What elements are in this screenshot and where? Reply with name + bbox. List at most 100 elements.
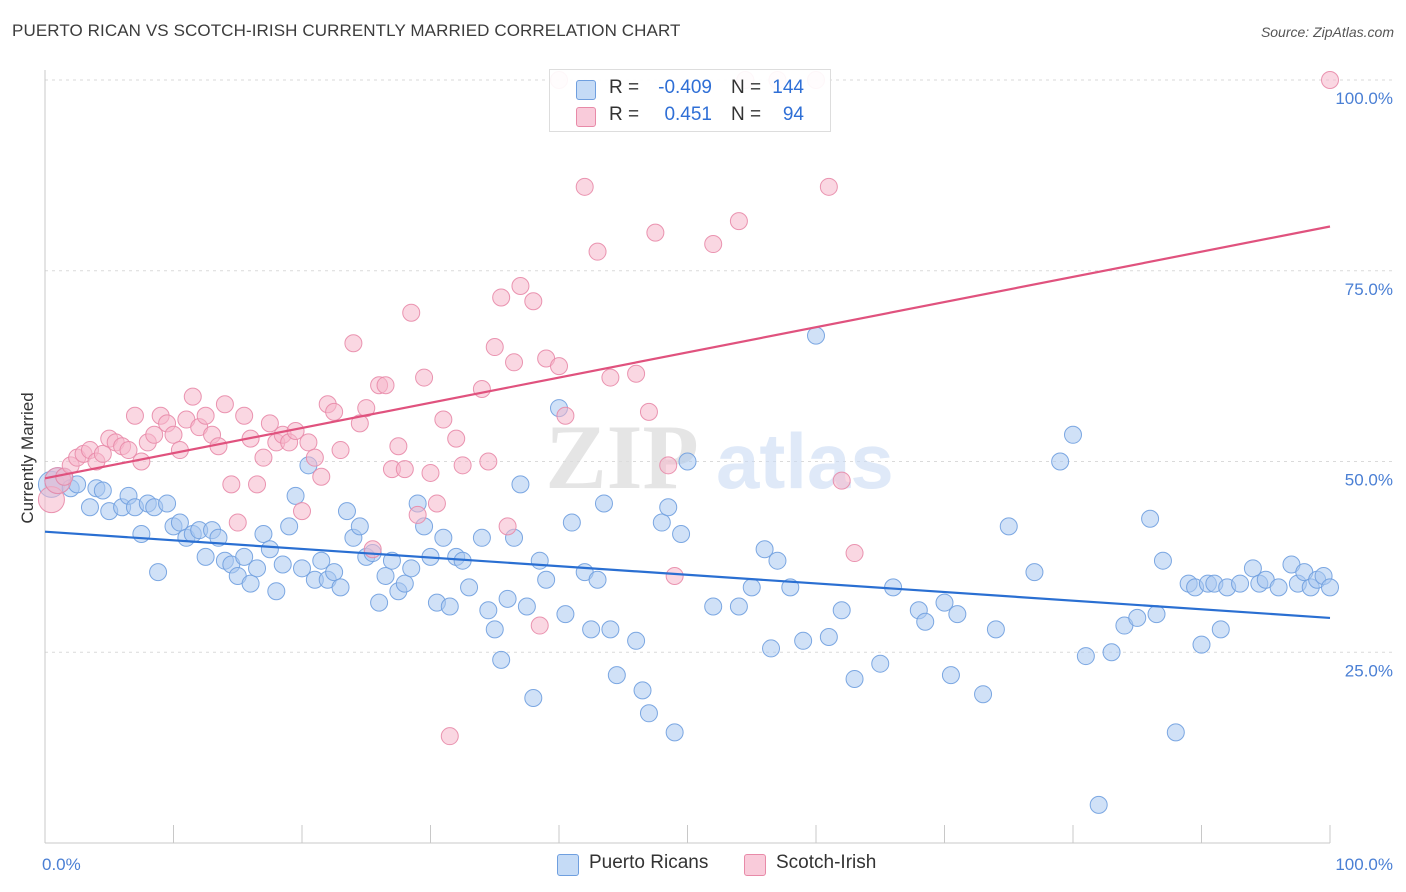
source-note: Source: ZipAtlas.com xyxy=(1260,24,1394,40)
legend-r-value: -0.409 xyxy=(658,77,712,98)
data-point-scotch-irish xyxy=(421,463,440,482)
data-point-scotch-irish xyxy=(183,387,202,406)
trend-line-puerto-ricans xyxy=(44,530,1331,620)
data-point-puerto-rican xyxy=(511,475,530,494)
data-point-scotch-irish xyxy=(415,368,434,387)
data-point-puerto-rican xyxy=(1025,563,1044,582)
data-point-scotch-irish xyxy=(492,288,511,307)
data-point-puerto-rican xyxy=(273,555,292,574)
data-point-scotch-irish xyxy=(293,502,311,521)
legend-label: Scotch-Irish xyxy=(776,852,877,873)
data-point-puerto-rican xyxy=(479,601,498,620)
legend-swatch-pink xyxy=(576,107,596,127)
data-point-puerto-rican xyxy=(986,620,1005,639)
data-point-puerto-rican xyxy=(742,578,761,597)
data-point-scotch-irish xyxy=(119,441,138,460)
data-point-scotch-irish xyxy=(196,406,215,425)
data-point-scotch-irish xyxy=(601,368,620,387)
data-point-puerto-rican xyxy=(1321,578,1339,597)
legend-n-label: N = xyxy=(731,77,762,98)
data-point-puerto-rican xyxy=(293,559,311,578)
data-point-puerto-rican xyxy=(627,631,646,650)
data-point-puerto-rican xyxy=(1076,647,1095,666)
data-point-scotch-irish xyxy=(550,357,568,376)
data-point-puerto-rican xyxy=(472,528,491,547)
data-point-scotch-irish xyxy=(125,406,144,425)
trend-lines xyxy=(44,225,1331,620)
data-point-puerto-rican xyxy=(524,689,543,708)
data-point-puerto-rican xyxy=(93,481,112,500)
data-point-scotch-irish xyxy=(312,467,331,486)
data-point-scotch-irish xyxy=(305,448,324,467)
data-point-scotch-irish xyxy=(427,494,446,513)
correlation-legend: R = -0.409 N = 144 R = 0.451 N = 94 xyxy=(549,69,831,132)
data-point-puerto-rican xyxy=(755,540,774,559)
data-point-scotch-irish xyxy=(235,406,254,425)
legend-swatch-blue xyxy=(576,80,596,100)
data-point-scotch-irish xyxy=(402,303,421,322)
data-point-puerto-rican xyxy=(781,578,800,597)
data-point-puerto-rican xyxy=(312,551,331,570)
data-point-puerto-rican xyxy=(1192,635,1211,654)
data-point-puerto-rican xyxy=(807,326,825,345)
legend-n-value: 94 xyxy=(782,104,804,125)
data-point-puerto-rican xyxy=(248,559,267,578)
data-point-puerto-rican xyxy=(537,570,556,589)
y-tick-label: 50.0% xyxy=(1345,471,1393,490)
data-point-puerto-rican xyxy=(1269,578,1288,597)
data-point-puerto-rican xyxy=(1153,551,1172,570)
data-point-scotch-irish xyxy=(665,566,684,585)
data-point-puerto-rican xyxy=(845,669,864,688)
data-point-puerto-rican xyxy=(999,517,1018,536)
data-point-puerto-rican xyxy=(916,612,935,631)
data-point-puerto-rican xyxy=(588,570,607,589)
data-point-puerto-rican xyxy=(974,685,993,704)
data-point-scotch-irish xyxy=(472,380,491,399)
data-point-puerto-rican xyxy=(832,601,851,620)
data-point-scotch-irish xyxy=(228,513,247,532)
data-point-scotch-irish xyxy=(575,177,594,196)
tick-labels: 25.0% 50.0% 75.0% 100.0% 0.0% 100.0% xyxy=(42,89,1393,874)
data-point-scotch-irish xyxy=(254,448,273,467)
axes xyxy=(44,70,1331,844)
data-point-puerto-rican xyxy=(158,494,177,513)
data-point-puerto-rican xyxy=(665,723,684,742)
data-point-scotch-irish xyxy=(646,223,665,242)
data-point-scotch-irish xyxy=(704,235,723,254)
data-point-puerto-rican xyxy=(768,551,787,570)
data-point-puerto-rican xyxy=(485,620,504,639)
data-point-puerto-rican xyxy=(1128,608,1147,627)
data-point-scotch-irish xyxy=(453,456,472,475)
data-point-puerto-rican xyxy=(331,578,350,597)
data-point-puerto-rican xyxy=(498,589,517,608)
data-point-puerto-rican xyxy=(530,551,549,570)
legend-swatch-pink xyxy=(744,854,766,876)
data-point-scotch-irish xyxy=(376,376,395,395)
legend-n-label: N = xyxy=(731,104,762,125)
y-tick-label: 100.0% xyxy=(1335,89,1393,108)
data-point-scotch-irish xyxy=(485,338,504,357)
data-point-scotch-irish xyxy=(845,544,864,563)
legend-r-value: 0.451 xyxy=(664,104,712,125)
data-point-puerto-rican xyxy=(170,513,189,532)
data-point-puerto-rican xyxy=(935,593,954,612)
data-point-scotch-irish xyxy=(408,505,427,524)
data-point-scotch-irish xyxy=(479,452,498,471)
x-tick-label: 0.0% xyxy=(42,855,81,874)
data-point-puerto-rican xyxy=(132,524,151,543)
legend-label: Puerto Ricans xyxy=(589,852,709,873)
data-point-puerto-rican xyxy=(633,681,652,700)
data-point-puerto-rican xyxy=(1051,452,1070,471)
trend-line-scotch-irish xyxy=(44,225,1331,480)
data-point-scotch-irish xyxy=(627,364,646,383)
data-point-scotch-irish xyxy=(222,475,241,494)
legend-row-puerto-ricans: R = -0.409 N = 144 xyxy=(550,74,830,102)
data-point-puerto-rican xyxy=(607,666,626,685)
data-point-scotch-irish xyxy=(248,475,267,494)
data-point-scotch-irish xyxy=(447,429,466,448)
data-point-scotch-irish xyxy=(357,399,376,418)
data-point-scotch-irish xyxy=(164,425,183,444)
data-point-scotch-irish xyxy=(729,212,748,231)
data-point-puerto-rican xyxy=(376,566,395,585)
data-point-puerto-rican xyxy=(659,498,678,517)
